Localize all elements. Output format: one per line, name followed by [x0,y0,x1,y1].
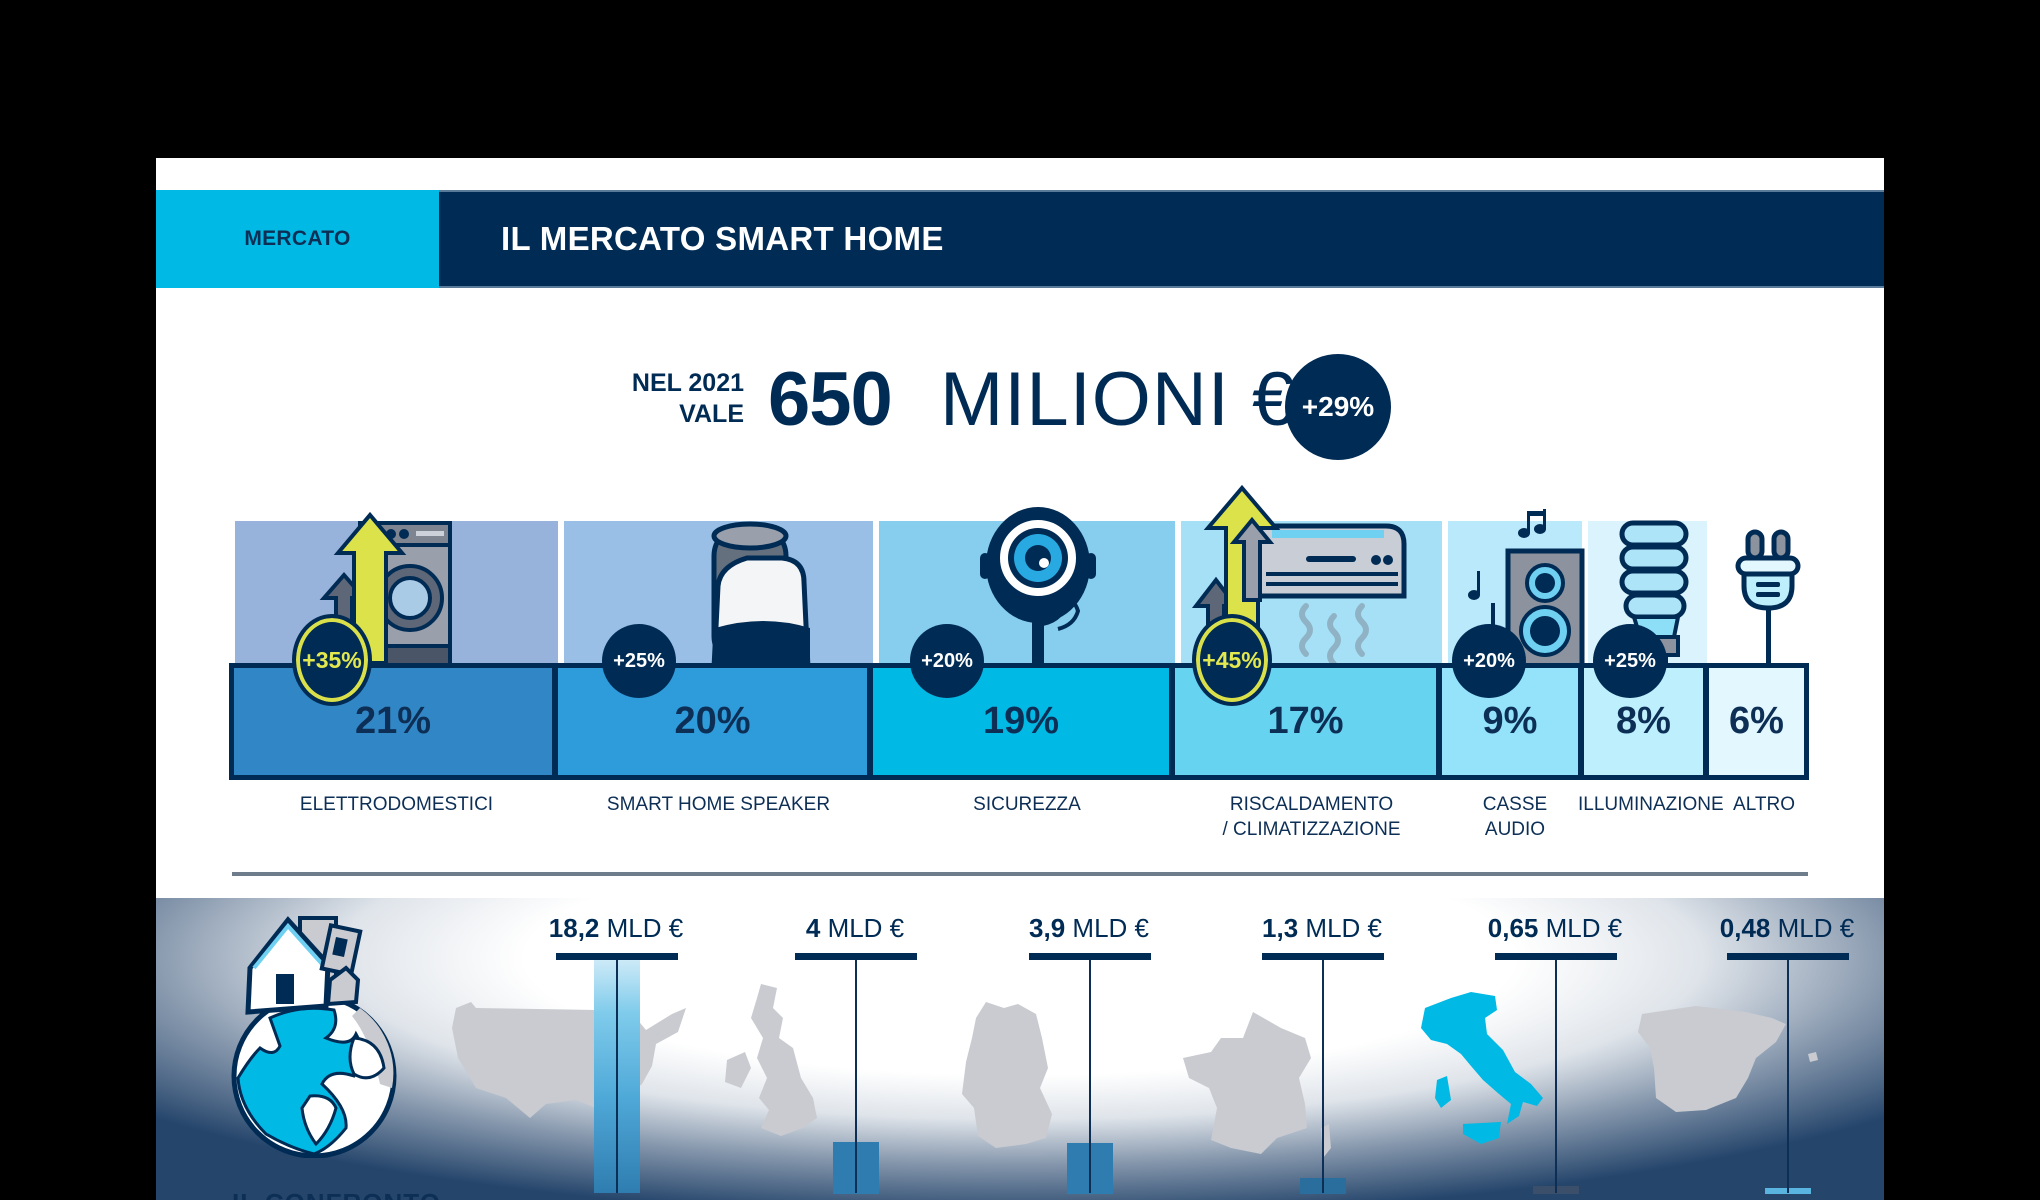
country-value: 0,65 MLD € [1465,913,1645,944]
usa-map-icon [452,1002,686,1138]
label-line1: ALTRO [1733,794,1795,815]
share-value: 17% [1267,700,1344,742]
headline-prefix: NEL 2021 VALE [592,368,744,430]
share-value: 21% [354,700,432,742]
headline-growth-badge: +29% [1285,354,1391,460]
section-tab: MERCATO [156,190,439,288]
headline-value: 650 [768,357,893,442]
section-tab-label: MERCATO [244,227,351,250]
segment-elettrodomestici: 21% [234,668,552,775]
value-stem [1089,960,1091,1193]
country-value: 3,9 MLD € [999,913,1179,944]
segment-altro: 6% [1709,668,1804,775]
category-label-riscaldamento: RISCALDAMENTO / CLIMATIZZAZIONE [1181,792,1442,842]
share-value: 6% [1729,700,1784,742]
category-label-speaker: SMART HOME SPEAKER [564,792,873,817]
growth-badge-riscaldamento: +45% [1192,614,1272,706]
italy-map-icon [1421,992,1543,1144]
value-unit: MLD € [1545,913,1623,943]
value-cap [1727,953,1849,960]
value-unit: MLD € [827,913,905,943]
page-title: IL MERCATO SMART HOME [501,220,944,257]
value-number: 0,48 [1719,913,1771,943]
label-line1: SMART HOME SPEAKER [606,794,831,815]
germany-map-icon [962,1002,1052,1148]
value-cap [1495,953,1617,960]
category-label-sicurezza: SICUREZZA [879,792,1175,817]
value-number: 3,9 [1029,913,1066,943]
share-value: 19% [982,700,1060,742]
value-number: 0,65 [1487,913,1539,943]
value-cap [1262,953,1384,960]
share-value: 8% [1616,700,1671,742]
value-stem [855,960,857,1193]
country-value: 0,48 MLD € [1697,913,1877,944]
uk-map-icon [725,984,817,1136]
category-label-elettrodomestici: ELETTRODOMESTICI [235,792,558,817]
value-stem [1555,960,1557,1193]
security-camera-icon [980,507,1096,668]
growth-badge-illuminazione: +25% [1593,624,1667,698]
label-line2: AUDIO [1484,819,1546,840]
value-stem [1787,960,1789,1193]
headline-prefix-line1: NEL 2021 [631,369,744,397]
label-line1: ILLUMINAZIONE [1578,794,1724,815]
label-line2: / CLIMATIZZAZIONE [1222,819,1401,840]
infographic-panel: MERCATO IL MERCATO SMART HOME NEL 2021 V… [156,158,1884,1200]
category-label-altro: ALTRO [1714,792,1814,817]
value-unit: MLD € [1777,913,1855,943]
section-divider [232,872,1808,876]
share-value: 9% [1482,700,1538,742]
comparison-title: IL CONFRONTO [232,1188,441,1200]
label-line1: CASSE [1482,794,1548,815]
category-label-casse: CASSE AUDIO [1448,792,1582,842]
plug-icon [1735,529,1801,668]
segment-speaker: 20% [558,668,867,775]
headline-prefix-line2: VALE [679,400,744,428]
growth-badge-sicurezza: +20% [910,624,984,698]
label-line1: RISCALDAMENTO [1229,794,1394,815]
category-chart: 21% 20% 19% 17% 9% 8% 6% +35% +25% +20 [156,158,1884,878]
globe-houses-icon [231,916,397,1158]
value-cap [556,953,678,960]
value-number: 4 [805,913,821,943]
value-unit: MLD € [606,913,684,943]
headline: NEL 2021 VALE 650 MILIONI € +29% [156,348,1884,468]
speaker-box-icon [1468,509,1585,668]
growth-badge-speaker: +25% [602,624,676,698]
label-line1: SICUREZZA [973,794,1081,815]
country-value: 1,3 MLD € [1232,913,1412,944]
france-map-icon [1183,1012,1331,1158]
share-bar-strip: 21% 20% 19% 17% 9% 8% 6% [229,663,1809,780]
value-unit: MLD € [1305,913,1382,943]
country-value: 18,2 MLD € [526,913,706,944]
value-unit: MLD € [1072,913,1149,943]
value-stem [616,960,618,1193]
value-cap [795,953,917,960]
growth-badge-casse: +20% [1452,624,1526,698]
headline-unit: MILIONI € [940,357,1296,442]
value-number: 1,3 [1262,913,1299,943]
country-value: 4 MLD € [765,913,945,944]
value-stem [1322,960,1324,1193]
header-band: MERCATO IL MERCATO SMART HOME [156,190,1884,288]
category-label-illuminazione: ILLUMINAZIONE [1578,792,1724,817]
title-bar: IL MERCATO SMART HOME [439,190,1884,288]
growth-badge-elettrodomestici: +35% [292,614,372,706]
value-cap [1029,953,1151,960]
share-value: 20% [674,700,751,742]
value-number: 18,2 [548,913,600,943]
spain-map-icon [1638,1006,1818,1112]
label-line1: ELETTRODOMESTICI [299,794,494,815]
